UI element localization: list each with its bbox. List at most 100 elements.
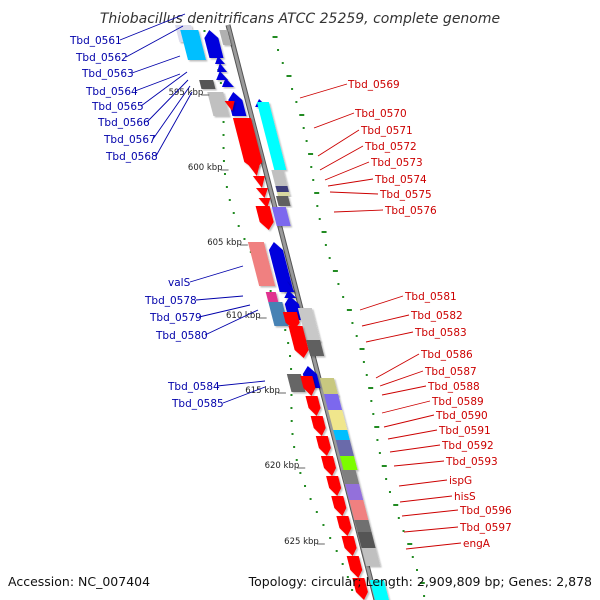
- gene-label-hiss: hisS: [454, 491, 476, 503]
- gc-dot: [346, 309, 352, 311]
- leader-line: [379, 370, 424, 387]
- feature-rect: [265, 292, 279, 302]
- leader-line: [399, 495, 453, 503]
- leader-line: [398, 479, 448, 487]
- gene-label-enga: engA: [463, 538, 491, 550]
- leader-line: [313, 112, 355, 129]
- leader-line: [317, 129, 360, 157]
- feature-rect: [275, 186, 289, 192]
- gene-label-tbd-0584: Tbd_0584: [167, 381, 220, 393]
- tick-label-600-kbp: 600 kbp: [188, 163, 223, 173]
- tick-label-620-kbp: 620 kbp: [265, 461, 300, 471]
- gc-dot: [397, 517, 400, 519]
- leader-line: [198, 304, 251, 318]
- gc-dot: [289, 355, 292, 357]
- gc-dot: [290, 420, 293, 422]
- feature-rect: [247, 242, 276, 286]
- leader-line: [393, 460, 445, 467]
- feature-arrow: [341, 536, 357, 556]
- feature-arrow: [305, 396, 321, 416]
- leader-line: [189, 265, 244, 283]
- gc-dot: [423, 595, 426, 597]
- gc-dot: [335, 550, 338, 552]
- feature-rect: [276, 196, 291, 206]
- gc-dot: [295, 101, 298, 103]
- gc-skew-dots: [203, 30, 426, 597]
- gene-label-tbd-0570: Tbd_0570: [354, 108, 407, 120]
- feature-rect: [271, 207, 291, 226]
- leader-line: [152, 85, 191, 140]
- feature-rect: [354, 520, 372, 532]
- gene-label-tbd-0579: Tbd_0579: [149, 312, 202, 324]
- leader-line: [155, 91, 193, 157]
- gc-dot: [291, 88, 294, 90]
- gene-label-tbd-0566: Tbd_0566: [97, 117, 150, 129]
- gc-dot: [232, 212, 235, 214]
- gc-dot: [312, 179, 315, 181]
- gene-label-tbd-0565: Tbd_0565: [91, 101, 144, 113]
- gc-dot: [388, 491, 391, 493]
- gc-dot: [355, 335, 358, 337]
- gc-dot: [302, 127, 305, 129]
- feature-rect: [345, 484, 364, 500]
- feature-tri: [224, 101, 235, 111]
- gene-label-tbd-0576: Tbd_0576: [384, 205, 437, 217]
- leader-line: [333, 209, 384, 213]
- accession-text: Accession: NC_007404: [8, 574, 151, 589]
- leader-line: [387, 429, 438, 440]
- leader-line: [381, 385, 427, 396]
- feature-arrow: [300, 376, 316, 396]
- scale-ticks: 595 kbp 600 kbp 605 kbp 610 kbp 615 kbp 620 k…: [169, 88, 325, 547]
- gc-dot: [228, 199, 231, 201]
- gene-label-tbd-0585: Tbd_0585: [171, 398, 224, 410]
- feature-rect: [199, 80, 216, 89]
- leader-line: [204, 309, 259, 336]
- gc-dot: [290, 368, 293, 370]
- tick-label-595-kbp: 595 kbp: [169, 88, 204, 98]
- gene-labels: Tbd_0561 Tbd_0562 Tbd_0563 Tbd_0564 Tbd_0565…: [69, 35, 512, 550]
- gc-dot: [299, 472, 302, 474]
- gc-dot: [225, 186, 228, 188]
- leader-line: [299, 83, 348, 99]
- gene-label-tbd-0567: Tbd_0567: [103, 134, 156, 146]
- feature-rect: [333, 430, 350, 440]
- gc-dot: [287, 342, 290, 344]
- tick-label-610-kbp: 610 kbp: [226, 311, 261, 321]
- leader-line: [361, 314, 410, 327]
- leader-line: [146, 79, 189, 123]
- gene-label-tbd-0589: Tbd_0589: [431, 396, 484, 408]
- gene-label-tbd-0590: Tbd_0590: [435, 410, 488, 422]
- leader-line: [329, 191, 379, 195]
- gc-dot: [237, 225, 240, 227]
- feature-rect: [180, 30, 207, 60]
- feature-rect: [219, 30, 232, 45]
- gc-dot: [277, 49, 280, 51]
- gene-label-tbd-0587: Tbd_0587: [424, 366, 477, 378]
- gene-label-tbd-0593: Tbd_0593: [445, 456, 498, 468]
- gc-dot: [293, 446, 296, 448]
- feature-rect: [328, 410, 348, 430]
- leader-line: [324, 161, 370, 181]
- gene-label-tbd-0568: Tbd_0568: [105, 151, 158, 163]
- feature-rect: [297, 308, 321, 342]
- feature-arrow: [336, 516, 352, 536]
- feature-tri: [258, 198, 271, 208]
- feature-arrow: [315, 436, 331, 456]
- gc-dot: [314, 192, 320, 194]
- feature-rect: [361, 548, 381, 566]
- gene-label-tbd-0581: Tbd_0581: [404, 291, 457, 303]
- label-leaders: [119, 13, 462, 550]
- gc-dot: [284, 329, 287, 331]
- feature-rect: [339, 456, 358, 470]
- gc-dot: [316, 205, 319, 207]
- feature-rect: [349, 500, 369, 520]
- feature-arrow: [232, 118, 263, 170]
- leader-line: [140, 71, 188, 107]
- feature-tri: [217, 63, 228, 72]
- feature-arrow: [288, 326, 309, 358]
- feature-arrow: [331, 496, 347, 516]
- gc-dot: [362, 361, 365, 363]
- gc-dot: [324, 244, 327, 246]
- gc-dot: [223, 173, 226, 175]
- feature-arrow: [255, 206, 274, 230]
